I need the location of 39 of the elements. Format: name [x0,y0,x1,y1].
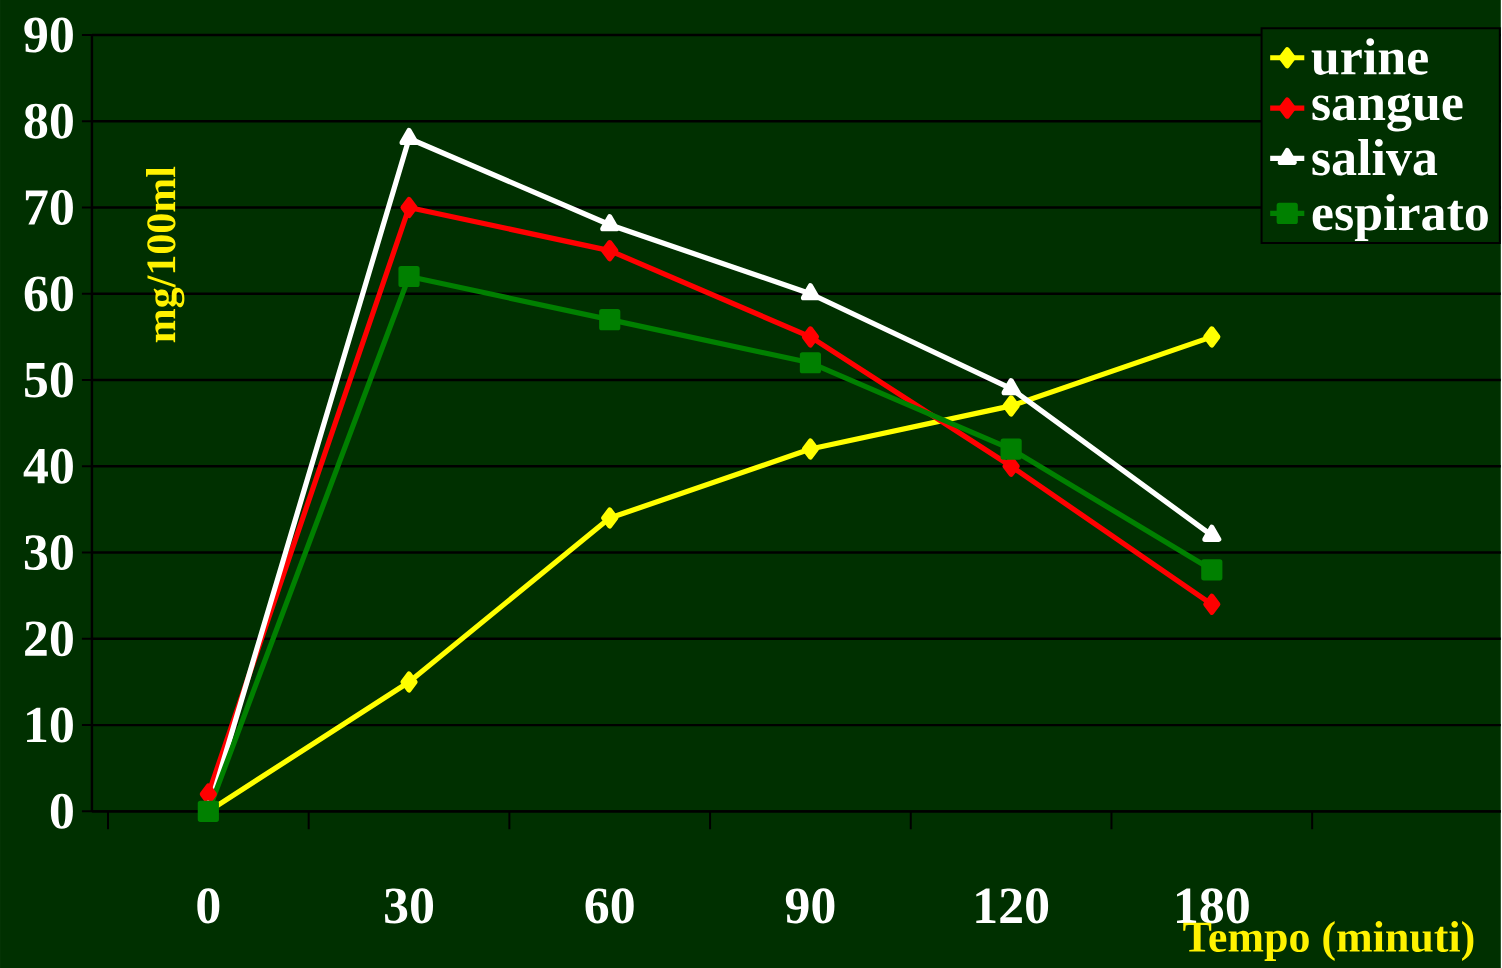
point [400,671,418,693]
point [1002,395,1020,417]
point [1203,593,1221,615]
y-tick-label: 0 [50,793,73,829]
point [1203,326,1221,348]
y-axis-title: mg/100ml [146,166,185,343]
y-tick-label: 30 [24,534,73,570]
x-tick-label: 120 [976,888,1049,924]
point [801,326,820,348]
y-tick-label: 10 [27,707,73,743]
x-tick-label: 30 [385,888,434,924]
x-tick-label: 0 [197,888,220,924]
y-tick-label: 90 [24,17,73,53]
point [600,214,620,232]
point [399,127,419,145]
x-tick-label: 60 [585,888,634,924]
legend-label: urine [1311,38,1428,75]
point [801,438,820,460]
point [601,239,619,262]
legend-label: espirato [1312,193,1488,241]
point [601,507,619,529]
y-tick-label: 60 [24,276,73,312]
y-tick-label: 70 [25,189,73,225]
y-tick-label: 20 [25,621,73,657]
y-tick-label: 40 [23,448,73,484]
y-tick-label: 50 [24,362,73,398]
legend-label: sangue [1312,93,1463,132]
point [1001,377,1021,396]
point [599,308,621,331]
legend-label: saliva [1312,138,1438,176]
point [1201,559,1223,581]
y-tick-label: 80 [24,103,73,139]
point [1000,438,1022,460]
point [400,196,418,218]
x-tick-label: 90 [785,888,835,924]
point [800,283,820,301]
point [398,265,420,287]
point [799,352,822,374]
x-tick-label: 180 [1177,888,1249,924]
